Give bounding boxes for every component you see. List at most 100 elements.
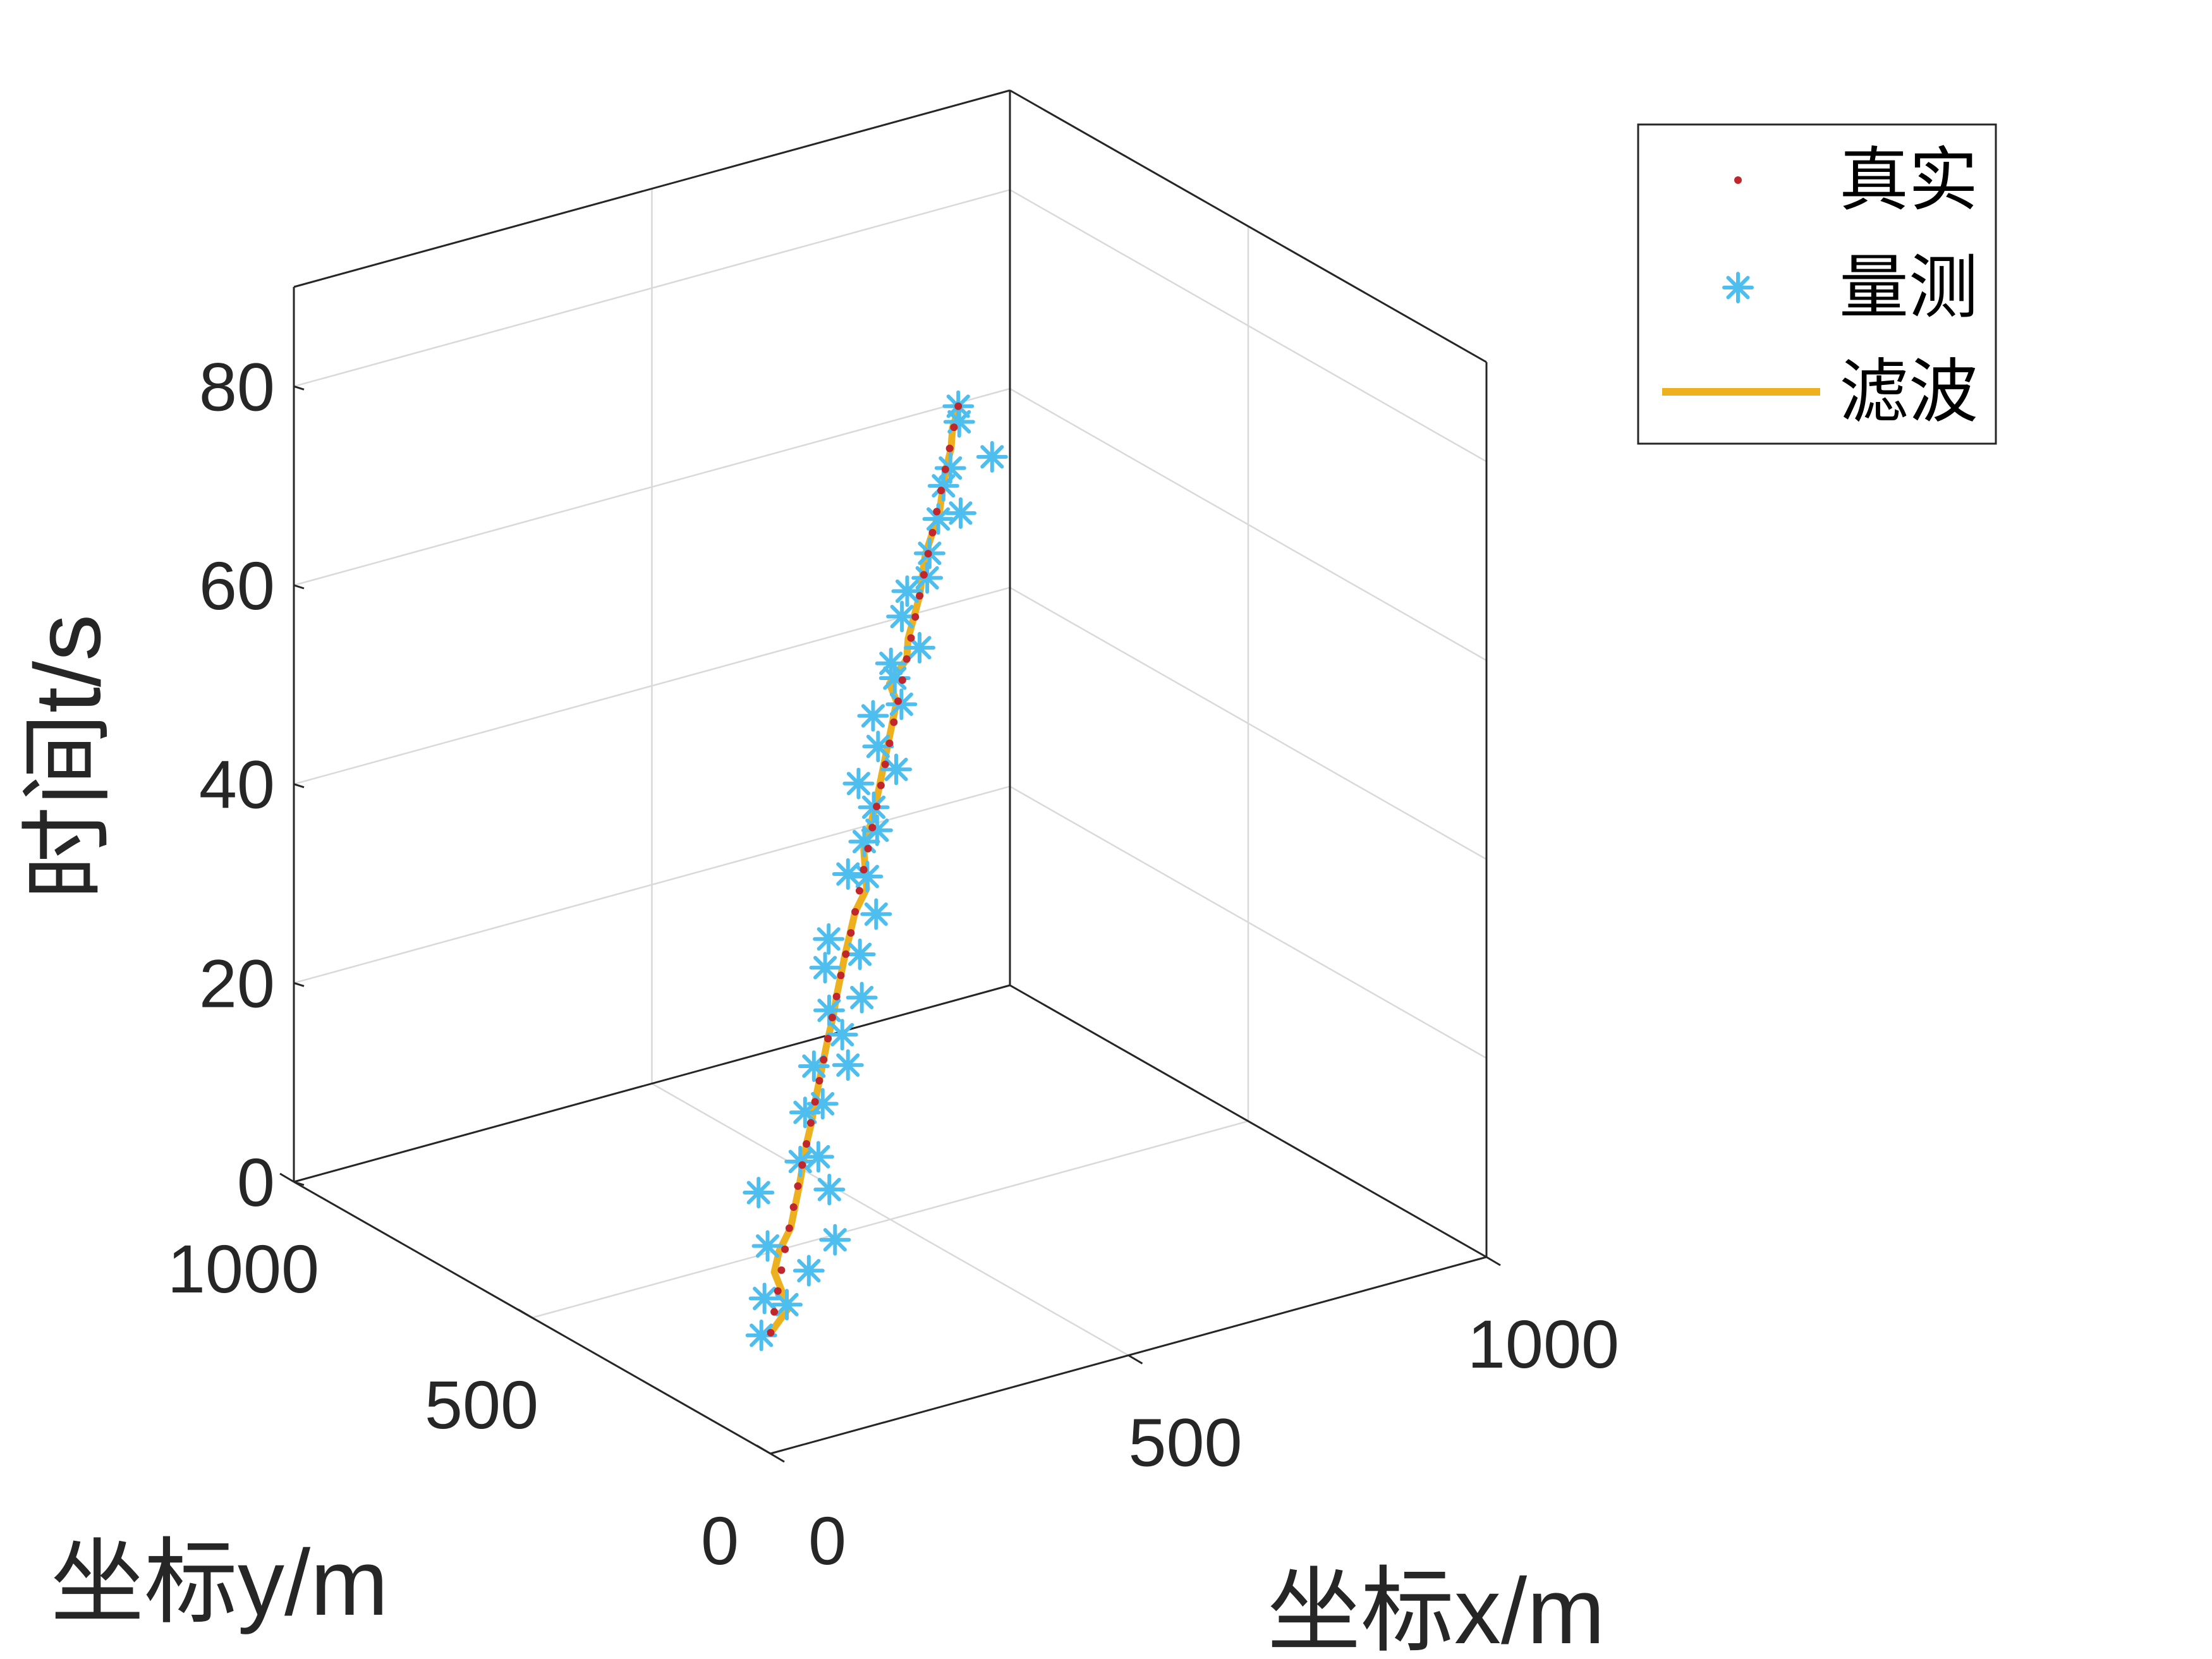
measured-point [802, 1141, 834, 1173]
asterisk-stroke [793, 1100, 817, 1124]
legend-label: 量测 [1839, 247, 1978, 328]
asterisk-stroke [939, 456, 963, 480]
true-point [798, 1161, 806, 1169]
true-point [933, 507, 941, 516]
measured-point [861, 814, 893, 846]
asterisk-stroke [879, 652, 903, 676]
legend-marker-measured [1722, 272, 1754, 303]
legend-label: 滤波 [1839, 351, 1978, 432]
true-point [811, 1098, 819, 1106]
true-point [941, 465, 949, 473]
true-point [803, 1140, 811, 1148]
true-point [815, 1077, 823, 1085]
measured-point [885, 688, 918, 720]
true-point [907, 634, 915, 642]
asterisk-stroke [864, 902, 888, 926]
measured-point [844, 939, 876, 971]
axes-box [293, 89, 1488, 1455]
asterisk-stroke [927, 507, 951, 531]
true-point [916, 592, 924, 600]
asterisk-stroke [817, 1177, 841, 1201]
measured-point [911, 562, 944, 594]
grid-lines [293, 90, 1488, 1455]
measured-point [806, 1088, 839, 1120]
true-point [806, 1119, 815, 1127]
true-point [824, 1035, 832, 1043]
asterisk-stroke [846, 772, 870, 796]
asterisk-stroke [908, 636, 932, 660]
z-tick-label: 80 [199, 348, 275, 425]
asterisk-stroke [949, 501, 973, 525]
measured-point [875, 647, 907, 679]
true-point [928, 528, 937, 537]
x-tick-label: 1000 [1468, 1306, 1619, 1382]
y-tick-label: 0 [701, 1502, 739, 1579]
true-point [873, 803, 881, 811]
true-point [950, 423, 958, 432]
asterisk-stroke [817, 999, 841, 1023]
true-point [828, 1014, 836, 1022]
measured-point [846, 981, 878, 1014]
true-point [890, 718, 898, 726]
true-point [820, 1055, 828, 1064]
measured-point [771, 1289, 803, 1321]
plot-series [743, 390, 1008, 1351]
asterisk-stroke [813, 956, 837, 980]
true-point [777, 1266, 786, 1274]
asterisk-stroke [750, 1323, 774, 1347]
measured-point [857, 700, 889, 732]
measured-point [793, 1255, 825, 1287]
true-point [794, 1182, 802, 1190]
measured-point [832, 1049, 864, 1081]
box-edge [1009, 984, 1487, 1258]
asterisk-stroke [817, 927, 841, 951]
z-axis-label: 时间t/s [16, 614, 120, 900]
true-point [774, 1287, 782, 1295]
measured-point [813, 1174, 846, 1206]
x-tick-label: 0 [808, 1502, 846, 1579]
y-tick-label: 1000 [167, 1231, 319, 1307]
measured-point [826, 1019, 858, 1051]
grid-line-y-floor [532, 1120, 1249, 1319]
y-tick-mark [756, 1444, 771, 1455]
measured-point [832, 858, 864, 890]
measured-point [748, 1282, 781, 1315]
true-point [785, 1224, 793, 1232]
measured-point [813, 994, 845, 1026]
true-point [937, 487, 945, 495]
z-tick-label: 40 [199, 746, 275, 823]
z-tick-mark [293, 1181, 305, 1186]
true-point [864, 844, 872, 853]
asterisk-stroke [806, 1145, 830, 1169]
asterisk-stroke [895, 579, 920, 603]
true-point [832, 992, 841, 1000]
measured-point [751, 1230, 784, 1262]
measured-point [743, 1177, 775, 1209]
measured-point [891, 575, 923, 607]
asterisk-stroke [866, 734, 890, 758]
asterisk-stroke [865, 818, 889, 842]
true-point [894, 697, 902, 705]
true-point [770, 1308, 779, 1316]
asterisk-stroke [861, 704, 885, 728]
true-point [881, 760, 889, 769]
asterisk-stroke [884, 757, 908, 781]
true-point [898, 676, 906, 684]
true-point [767, 1328, 775, 1337]
true-point [885, 739, 894, 748]
true-point [837, 971, 845, 980]
measured-point [976, 441, 1008, 473]
true-point [851, 908, 860, 916]
true-point [945, 444, 954, 453]
measured-point [934, 452, 966, 484]
asterisk-stroke [890, 604, 914, 629]
z-tick-label: 20 [199, 945, 275, 1021]
true-point [924, 550, 932, 558]
y-tick-mark [518, 1308, 533, 1319]
asterisk-stroke [980, 445, 1004, 469]
z-tick-mark [293, 981, 305, 987]
y-tick-label: 500 [425, 1366, 538, 1443]
true-point [847, 929, 855, 937]
